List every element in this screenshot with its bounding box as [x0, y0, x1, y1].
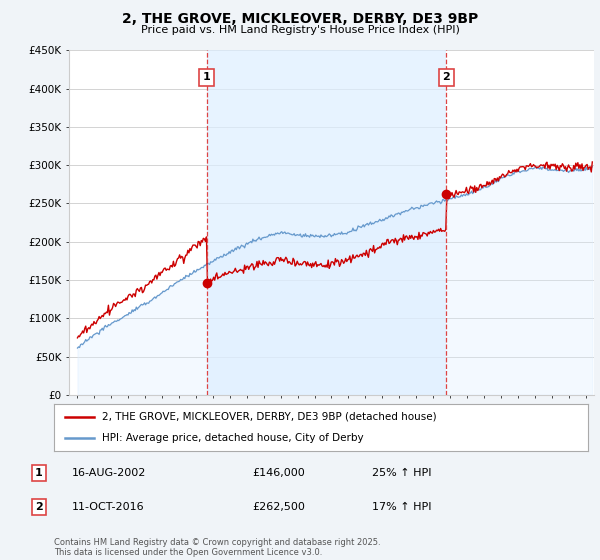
Bar: [206, 50, 446, 395]
Text: 2, THE GROVE, MICKLEOVER, DERBY, DE3 9BP (detached house): 2, THE GROVE, MICKLEOVER, DERBY, DE3 9BP…: [102, 412, 437, 422]
Text: 2: 2: [35, 502, 43, 512]
Text: 1: 1: [203, 72, 211, 82]
Text: Price paid vs. HM Land Registry's House Price Index (HPI): Price paid vs. HM Land Registry's House …: [140, 25, 460, 35]
Text: Contains HM Land Registry data © Crown copyright and database right 2025.
This d: Contains HM Land Registry data © Crown c…: [54, 538, 380, 557]
Text: 11-OCT-2016: 11-OCT-2016: [72, 502, 145, 512]
Text: £262,500: £262,500: [252, 502, 305, 512]
Text: 16-AUG-2002: 16-AUG-2002: [72, 468, 146, 478]
Text: 1: 1: [35, 468, 43, 478]
Text: £146,000: £146,000: [252, 468, 305, 478]
Text: 17% ↑ HPI: 17% ↑ HPI: [372, 502, 431, 512]
Text: 2: 2: [442, 72, 450, 82]
Text: HPI: Average price, detached house, City of Derby: HPI: Average price, detached house, City…: [102, 433, 364, 444]
Text: 2, THE GROVE, MICKLEOVER, DERBY, DE3 9BP: 2, THE GROVE, MICKLEOVER, DERBY, DE3 9BP: [122, 12, 478, 26]
Text: 25% ↑ HPI: 25% ↑ HPI: [372, 468, 431, 478]
